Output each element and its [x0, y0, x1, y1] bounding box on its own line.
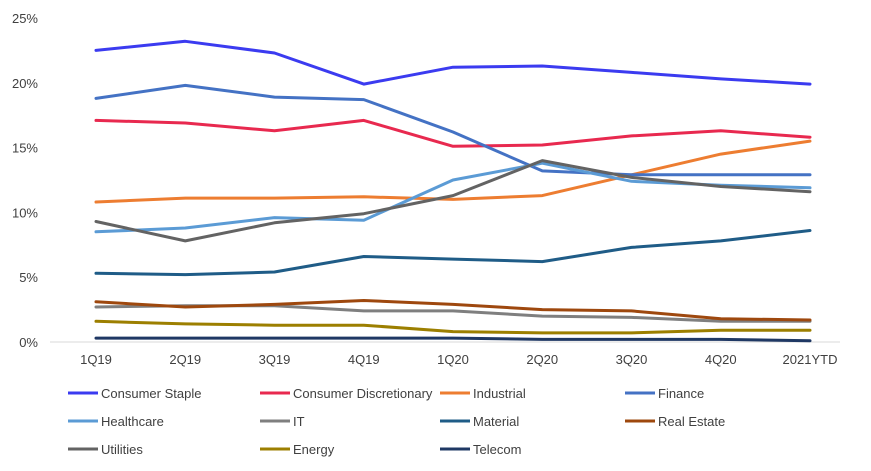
x-tick-label: 1Q19	[80, 352, 112, 367]
x-tick-label: 2Q20	[526, 352, 558, 367]
series-line-utilities	[94, 159, 812, 243]
y-axis-ticks: 0% 5% 10% 15% 20% 25%	[12, 11, 38, 350]
x-tick-label: 2021YTD	[783, 352, 838, 367]
series-line-industrial	[94, 139, 812, 204]
series-line-energy	[94, 319, 812, 335]
legend-label: Consumer Discretionary	[293, 386, 433, 401]
y-tick-label: 15%	[12, 141, 38, 156]
y-tick-label: 25%	[12, 11, 38, 26]
legend-label: Telecom	[473, 442, 521, 457]
x-tick-label: 2Q19	[169, 352, 201, 367]
series-line-consumer-staple	[94, 39, 812, 86]
legend-label: Industrial	[473, 386, 526, 401]
legend-label: Utilities	[101, 442, 143, 457]
legend-label: Energy	[293, 442, 335, 457]
y-tick-label: 0%	[19, 335, 38, 350]
series-line-telecom	[94, 336, 812, 343]
x-tick-label: 4Q20	[705, 352, 737, 367]
series-line-finance	[94, 83, 812, 177]
series-lines	[94, 39, 812, 343]
legend: Consumer Staple Consumer Discretionary Ind…	[68, 386, 725, 457]
x-tick-label: 3Q19	[259, 352, 291, 367]
y-tick-label: 5%	[19, 270, 38, 285]
series-line-consumer-discretionary	[94, 118, 812, 148]
x-tick-label: 4Q19	[348, 352, 380, 367]
x-axis-ticks: 1Q19 2Q19 3Q19 4Q19 1Q20 2Q20 3Q20 4Q20 2021YTD	[80, 352, 837, 367]
series-line-it	[94, 304, 812, 323]
y-tick-label: 20%	[12, 76, 38, 91]
x-tick-label: 1Q20	[437, 352, 469, 367]
legend-label: Healthcare	[101, 414, 164, 429]
legend-label: Finance	[658, 386, 704, 401]
legend-label: Consumer Staple	[101, 386, 201, 401]
series-line-material	[94, 229, 812, 277]
y-tick-label: 10%	[12, 205, 38, 220]
series-line-real-estate	[94, 299, 812, 322]
legend-label: Real Estate	[658, 414, 725, 429]
legend-label: Material	[473, 414, 519, 429]
x-tick-label: 3Q20	[616, 352, 648, 367]
legend-label: IT	[293, 414, 305, 429]
